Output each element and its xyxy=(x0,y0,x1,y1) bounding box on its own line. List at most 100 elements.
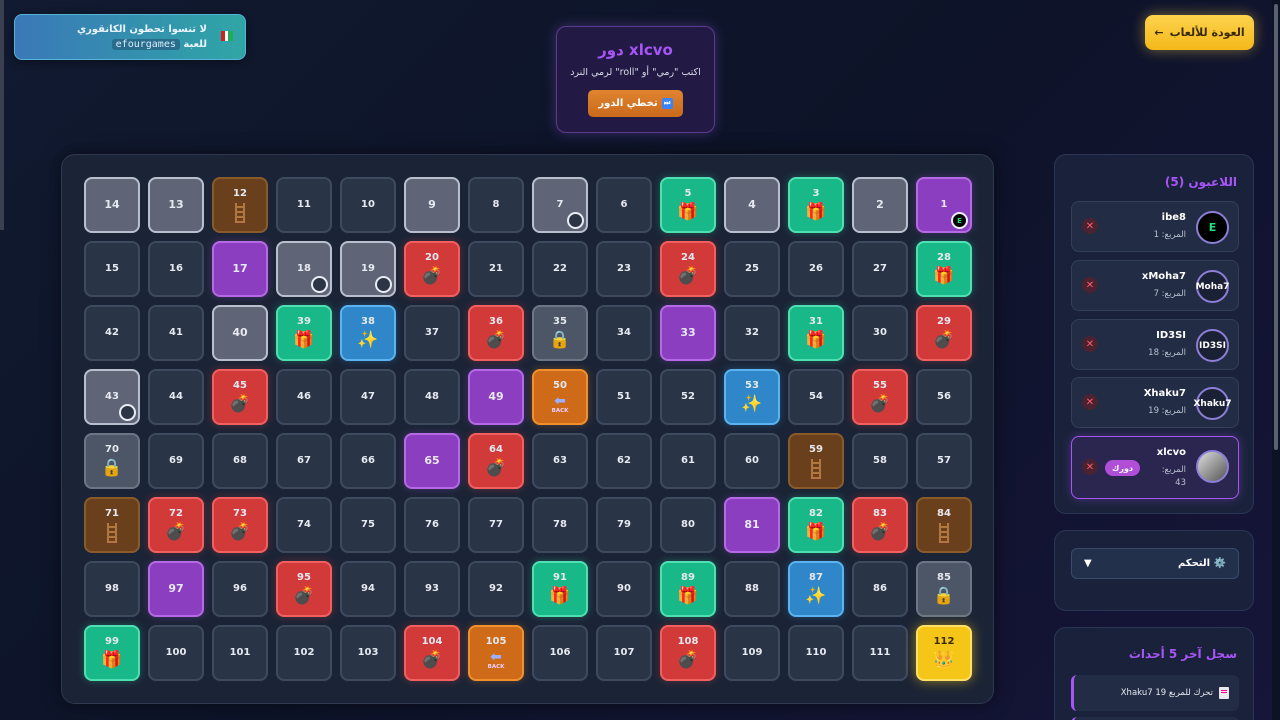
remove-player-button[interactable]: ✕ xyxy=(1082,394,1098,410)
bomb-icon: 💣 xyxy=(677,650,699,670)
board-cell-105: 105 ⬅ BACK xyxy=(468,625,524,681)
log-entry-partial xyxy=(1071,717,1239,720)
cell-number: 35 xyxy=(553,316,567,327)
cell-number: 3 xyxy=(812,188,820,199)
cell-number: 56 xyxy=(937,391,951,402)
board-cell-100: 100 xyxy=(148,625,204,681)
cell-number: 81 xyxy=(744,518,760,531)
board-cell-88: 88 xyxy=(724,561,780,617)
cell-number: 70 xyxy=(105,444,119,455)
board-cell-106: 106 xyxy=(532,625,588,681)
cell-number: 64 xyxy=(489,444,503,455)
board-cell-46: 46 xyxy=(276,369,332,425)
sparkle-icon: ✨ xyxy=(741,394,763,414)
board-cell-26: 26 xyxy=(788,241,844,297)
cell-number: 50 xyxy=(553,380,567,391)
board-cell-101: 101 xyxy=(212,625,268,681)
back-arrow-icon: ← xyxy=(1154,26,1164,39)
cell-number: 9 xyxy=(428,198,436,211)
board-cell-77: 77 xyxy=(468,497,524,553)
player-token-xMoha7 xyxy=(567,212,584,229)
cell-number: 68 xyxy=(233,455,247,466)
board-cell-14: 14 xyxy=(84,177,140,233)
board-cell-86: 86 xyxy=(852,561,908,617)
cell-number: 20 xyxy=(425,252,439,263)
board-cell-78: 78 xyxy=(532,497,588,553)
cell-number: 47 xyxy=(361,391,375,402)
board-cell-96: 96 xyxy=(212,561,268,617)
board-cell-97: 97 xyxy=(148,561,204,617)
board-cell-60: 60 xyxy=(724,433,780,489)
remove-player-button[interactable]: ✕ xyxy=(1082,277,1098,293)
bomb-icon: 💣 xyxy=(485,458,507,478)
board-cell-92: 92 xyxy=(468,561,524,617)
board-cell-71: 71 xyxy=(84,497,140,553)
player-square: المربع: 7 xyxy=(1153,289,1186,299)
cell-number: 75 xyxy=(361,519,375,530)
cell-number: 11 xyxy=(297,199,311,210)
cell-number: 59 xyxy=(809,443,823,455)
board-cell-50: 50 ⬅ BACK xyxy=(532,369,588,425)
board-cell-110: 110 xyxy=(788,625,844,681)
board-cell-70: 70 🔒 xyxy=(84,433,140,489)
board-cell-3: 3 🎁 xyxy=(788,177,844,233)
cell-number: 76 xyxy=(425,519,439,530)
board-cell-36: 36 💣 xyxy=(468,305,524,361)
cell-number: 39 xyxy=(297,316,311,327)
board-cell-39: 39 🎁 xyxy=(276,305,332,361)
board-cell-4: 4 xyxy=(724,177,780,233)
cell-number: 51 xyxy=(617,391,631,402)
player-square: المربع: 43 xyxy=(1161,465,1186,488)
flag-icon xyxy=(221,31,233,41)
ladder-icon xyxy=(811,458,821,479)
board-cell-75: 75 xyxy=(340,497,396,553)
game-board: 14 13 12 11 10 9 8 7 6 5 🎁 4 3 🎁 2 1 E 15 16 17 18 19 20 💣 21 22 2… xyxy=(61,154,994,704)
cell-number: 58 xyxy=(873,455,887,466)
cell-number: 84 xyxy=(937,507,951,519)
cell-number: 57 xyxy=(937,455,951,466)
cell-number: 7 xyxy=(556,199,564,210)
board-cell-72: 72 💣 xyxy=(148,497,204,553)
crown-icon: 👑 xyxy=(933,650,955,670)
board-cell-6: 6 xyxy=(596,177,652,233)
cell-number: 42 xyxy=(105,327,119,338)
cell-number: 108 xyxy=(677,636,699,647)
remove-player-button[interactable]: ✕ xyxy=(1082,218,1098,234)
cell-number: 13 xyxy=(168,198,184,211)
remove-player-button[interactable]: ✕ xyxy=(1082,459,1098,475)
cell-number: 17 xyxy=(232,262,248,275)
cell-number: 25 xyxy=(745,263,759,274)
cell-number: 37 xyxy=(425,327,439,338)
cell-number: 14 xyxy=(104,198,120,211)
board-cell-56: 56 xyxy=(916,369,972,425)
player-card-ID3SI: ID3SI ID3SI المربع: 18 ✕ xyxy=(1071,319,1239,370)
cell-number: 109 xyxy=(741,647,763,658)
board-cell-49: 49 xyxy=(468,369,524,425)
lock-icon: 🔒 xyxy=(101,458,123,478)
skip-turn-button[interactable]: تخطي الدور ⏭ xyxy=(588,90,683,117)
board-cell-20: 20 💣 xyxy=(404,241,460,297)
player-square: المربع: 18 xyxy=(1148,348,1186,358)
board-cell-91: 91 🎁 xyxy=(532,561,588,617)
player-name: xMoha7 xyxy=(1141,271,1186,282)
cell-number: 41 xyxy=(169,327,183,338)
back-to-games-button[interactable]: ← العودة للألعاب xyxy=(1145,15,1254,50)
board-cell-42: 42 xyxy=(84,305,140,361)
cell-number: 106 xyxy=(549,647,571,658)
cell-number: 38 xyxy=(361,316,375,327)
cell-number: 99 xyxy=(105,636,119,647)
cell-number: 29 xyxy=(937,316,951,327)
notice-code: efourgames xyxy=(111,39,180,50)
board-cell-69: 69 xyxy=(148,433,204,489)
remove-player-button[interactable]: ✕ xyxy=(1082,336,1098,352)
gift-icon: 🎁 xyxy=(293,330,315,350)
scrollbar-thumb[interactable] xyxy=(1274,4,1278,450)
control-dropdown[interactable]: ⚙️ التحكم ▼ xyxy=(1071,548,1239,579)
back-arrow-icon: ⬅ xyxy=(490,649,502,665)
board-cell-109: 109 xyxy=(724,625,780,681)
page-scrollbar[interactable] xyxy=(1272,0,1280,720)
board-cell-2: 2 xyxy=(852,177,908,233)
board-cell-52: 52 xyxy=(660,369,716,425)
cell-number: 65 xyxy=(424,454,440,467)
board-cell-84: 84 xyxy=(916,497,972,553)
